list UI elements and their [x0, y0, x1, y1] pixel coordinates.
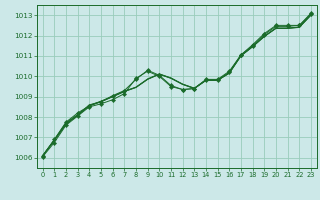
Text: Graphe pression niveau de la mer (hPa): Graphe pression niveau de la mer (hPa) [58, 188, 262, 197]
